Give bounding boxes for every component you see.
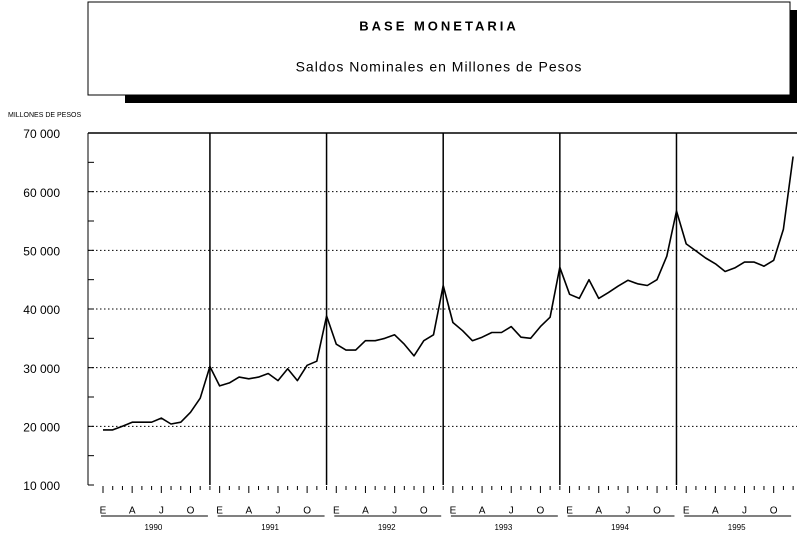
y-tick-label: 60 000 [23,186,60,200]
x-tick-label: J [392,506,397,517]
chart-title: BASE MONETARIA [359,18,518,33]
x-tick-label: O [303,506,311,517]
chart-subtitle: Saldos Nominales en Millones de Pesos [296,59,583,75]
x-tick-label: O [420,506,428,517]
x-tick-label: O [770,506,778,517]
x-tick-label: E [450,506,457,517]
year-label: 1990 [145,523,163,532]
year-label: 1992 [378,523,396,532]
y-tick-label: 10 000 [23,479,60,493]
title-box [87,1,791,96]
y-tick-label: 20 000 [23,421,60,435]
y-tick-label: 70 000 [23,127,60,141]
y-tick-label: 30 000 [23,362,60,376]
x-tick-label: J [625,506,630,517]
x-tick-label: E [566,506,573,517]
x-tick-label: E [333,506,340,517]
year-label: 1993 [494,523,512,532]
x-tick-label: O [537,506,545,517]
x-tick-label: O [653,506,661,517]
x-tick-label: A [479,506,486,517]
y-tick-label: 50 000 [23,245,60,259]
x-tick-label: E [683,506,690,517]
year-label: 1991 [261,523,279,532]
x-tick-label: A [712,506,719,517]
x-tick-label: J [742,506,747,517]
year-label: 1995 [728,523,746,532]
x-tick-label: J [275,506,280,517]
x-tick-label: J [159,506,164,517]
x-tick-label: A [245,506,252,517]
x-tick-label: E [100,506,107,517]
x-tick-label: A [595,506,602,517]
year-label: 1994 [611,523,629,532]
x-tick-label: A [362,506,369,517]
x-tick-label: O [187,506,195,517]
x-tick-label: J [509,506,514,517]
x-tick-label: E [216,506,223,517]
y-axis-label: MILLONES DE PESOS [8,112,81,119]
y-tick-label: 40 000 [23,303,60,317]
data-line [103,156,794,431]
x-tick-label: A [129,506,136,517]
